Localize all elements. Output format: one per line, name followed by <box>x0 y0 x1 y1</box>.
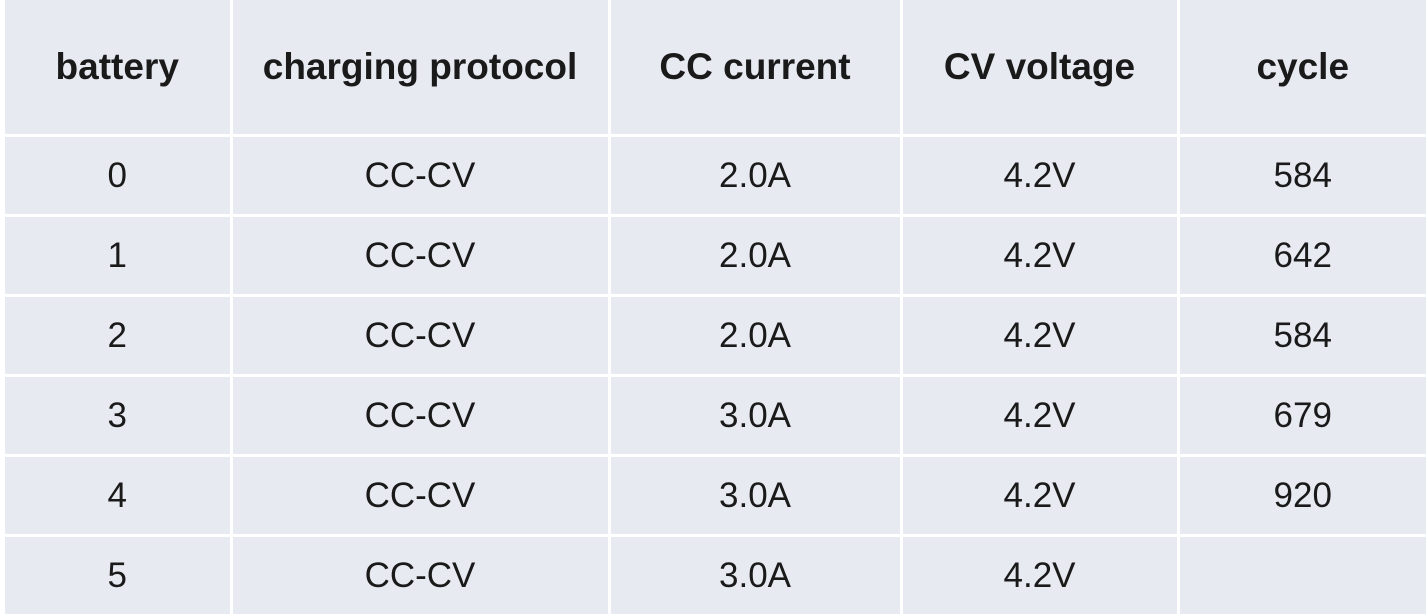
table-row: 1 CC-CV 2.0A 4.2V 642 <box>5 214 1426 297</box>
cell-cycle: 584 <box>1176 294 1426 377</box>
cell-cc-current: 3.0A <box>607 374 903 457</box>
header-battery: battery <box>5 0 233 137</box>
cell-charging-protocol: CC-CV <box>229 294 611 377</box>
battery-table-container: battery charging protocol CC current CV … <box>5 0 1426 614</box>
table-row: 4 CC-CV 3.0A 4.2V 920 <box>5 454 1426 537</box>
cell-battery: 0 <box>5 134 233 217</box>
cell-battery: 2 <box>5 294 233 377</box>
cell-battery: 1 <box>5 214 233 297</box>
battery-table: battery charging protocol CC current CV … <box>5 0 1426 614</box>
cell-cycle: 584 <box>1176 134 1426 217</box>
cell-cv-voltage: 4.2V <box>899 454 1180 537</box>
cell-charging-protocol: CC-CV <box>229 214 611 297</box>
table-row: 2 CC-CV 2.0A 4.2V 584 <box>5 294 1426 377</box>
cell-cc-current: 3.0A <box>607 534 903 614</box>
table-row: 5 CC-CV 3.0A 4.2V <box>5 534 1426 614</box>
cell-cv-voltage: 4.2V <box>899 134 1180 217</box>
header-cc-current: CC current <box>607 0 903 137</box>
cell-charging-protocol: CC-CV <box>229 134 611 217</box>
cell-cc-current: 2.0A <box>607 214 903 297</box>
table-row: 0 CC-CV 2.0A 4.2V 584 <box>5 134 1426 217</box>
table-row: 3 CC-CV 3.0A 4.2V 679 <box>5 374 1426 457</box>
cell-cycle <box>1176 534 1426 614</box>
cell-cc-current: 3.0A <box>607 454 903 537</box>
cell-cv-voltage: 4.2V <box>899 374 1180 457</box>
cell-cycle: 642 <box>1176 214 1426 297</box>
header-charging-protocol: charging protocol <box>229 0 611 137</box>
cell-cc-current: 2.0A <box>607 294 903 377</box>
cell-cycle: 920 <box>1176 454 1426 537</box>
cell-charging-protocol: CC-CV <box>229 534 611 614</box>
cell-cv-voltage: 4.2V <box>899 214 1180 297</box>
header-cv-voltage: CV voltage <box>899 0 1180 137</box>
cell-cv-voltage: 4.2V <box>899 294 1180 377</box>
cell-battery: 4 <box>5 454 233 537</box>
cell-cycle: 679 <box>1176 374 1426 457</box>
table-header-row: battery charging protocol CC current CV … <box>5 0 1426 137</box>
header-cycle: cycle <box>1176 0 1426 137</box>
cell-battery: 5 <box>5 534 233 614</box>
cell-battery: 3 <box>5 374 233 457</box>
cell-charging-protocol: CC-CV <box>229 374 611 457</box>
cell-cv-voltage: 4.2V <box>899 534 1180 614</box>
cell-cc-current: 2.0A <box>607 134 903 217</box>
cell-charging-protocol: CC-CV <box>229 454 611 537</box>
